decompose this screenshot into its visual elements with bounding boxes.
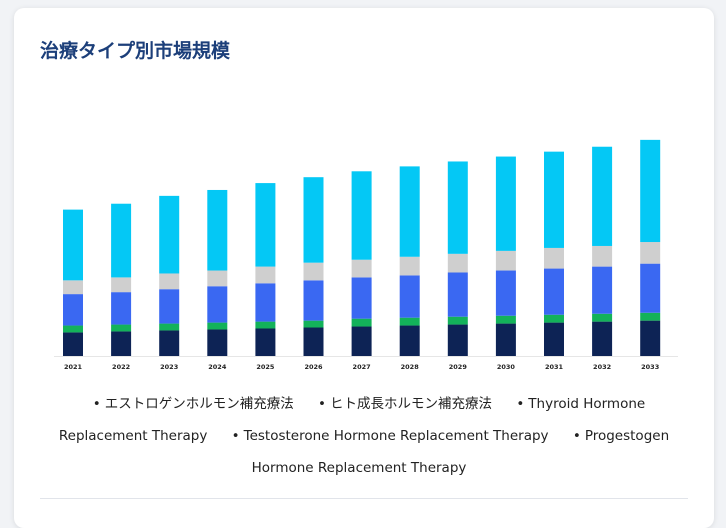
bar-segment-2030-s0[interactable]	[495, 323, 516, 356]
legend-item-progestogen[interactable]: • Progestogen Hormone Replacement Therapy	[252, 428, 670, 476]
x-tick-label: 2024	[208, 363, 227, 371]
bullet-icon: •	[92, 396, 101, 412]
bar-segment-2024-s3[interactable]	[207, 270, 228, 287]
bar-segment-2025-s3[interactable]	[255, 266, 276, 284]
x-tick-label: 2026	[304, 363, 323, 371]
bar-segment-2021-s4[interactable]	[63, 209, 83, 281]
bar-segment-2022-s3[interactable]	[111, 277, 132, 293]
bar-segment-2033-s1[interactable]	[640, 312, 661, 321]
bar-segment-2031-s0[interactable]	[544, 322, 564, 356]
bar-segment-2029-s4[interactable]	[447, 161, 468, 254]
bar-segment-2026-s1[interactable]	[303, 320, 324, 328]
chart-title: 治療タイプ別市場規模	[40, 40, 231, 62]
bar-segment-2022-s2[interactable]	[111, 292, 132, 325]
bar-segment-2032-s2[interactable]	[592, 266, 613, 314]
legend-label: Progestogen Hormone Replacement Therapy	[251, 428, 670, 476]
bar-segment-2026-s3[interactable]	[303, 262, 324, 281]
bar-segment-2033-s3[interactable]	[640, 242, 661, 264]
bar-segment-2031-s3[interactable]	[544, 247, 564, 269]
legend-label: ヒト成長ホルモン補充療法	[330, 396, 493, 412]
card-divider	[40, 498, 688, 499]
bar-segment-2030-s4[interactable]	[495, 156, 516, 251]
bar-segment-2023-s3[interactable]	[159, 273, 180, 290]
bar-segment-2030-s3[interactable]	[495, 250, 516, 271]
x-tick-label: 2031	[545, 363, 564, 371]
bar-segment-2027-s2[interactable]	[351, 277, 372, 319]
legend-item-thyroid[interactable]: • Thyroid Hormone Replacement Therapy	[59, 396, 645, 444]
bar-segment-2026-s2[interactable]	[303, 280, 324, 321]
x-tick-label: 2022	[112, 363, 130, 371]
bar-segment-2027-s0[interactable]	[351, 326, 372, 356]
bar-segment-2028-s4[interactable]	[399, 166, 420, 257]
bar-segment-2028-s3[interactable]	[399, 256, 420, 276]
bar-segment-2029-s2[interactable]	[447, 272, 468, 317]
bar-segment-2027-s1[interactable]	[351, 318, 372, 327]
bar-segment-2027-s4[interactable]	[351, 171, 372, 260]
bar-segment-2032-s1[interactable]	[592, 313, 613, 322]
legend-label: Testosterone Hormone Replacement Therapy	[243, 428, 549, 444]
bar-segment-2021-s0[interactable]	[63, 332, 83, 356]
bar-segment-2025-s4[interactable]	[255, 183, 276, 267]
bar-segment-2030-s1[interactable]	[495, 315, 516, 324]
legend-item-estrogen[interactable]: • エストロゲンホルモン補充療法	[93, 396, 294, 412]
legend-label: Thyroid Hormone Replacement Therapy	[58, 396, 646, 444]
x-tick-label: 2030	[497, 363, 516, 371]
bar-segment-2028-s0[interactable]	[399, 325, 420, 356]
bar-segment-2023-s4[interactable]	[159, 195, 180, 274]
x-tick-label: 2021	[64, 363, 83, 371]
x-tick-label: 2023	[160, 363, 178, 371]
chart-legend: • エストロゲンホルモン補充療法 • ヒト成長ホルモン補充療法 • Thyroid H…	[54, 388, 674, 484]
bar-segment-2031-s4[interactable]	[544, 151, 564, 248]
bar-segment-2025-s1[interactable]	[255, 321, 276, 329]
bar-segment-2029-s1[interactable]	[447, 316, 468, 325]
bar-segment-2024-s0[interactable]	[207, 329, 228, 356]
bar-segment-2031-s2[interactable]	[544, 268, 564, 315]
x-tick-label: 2032	[593, 363, 611, 371]
bar-segment-2025-s0[interactable]	[255, 328, 276, 356]
bar-segment-2026-s0[interactable]	[303, 327, 324, 356]
bar-segment-2030-s2[interactable]	[495, 270, 516, 316]
x-tick-label: 2027	[353, 363, 371, 371]
bar-segment-2022-s1[interactable]	[111, 324, 132, 332]
bar-segment-2023-s1[interactable]	[159, 323, 180, 331]
bar-segment-2024-s4[interactable]	[207, 189, 228, 271]
bar-segment-2021-s3[interactable]	[63, 280, 83, 295]
chart-card: 治療タイプ別市場規模 2021 2022 2023 2024 2025 2026 2027 2…	[14, 8, 714, 528]
bar-segment-2031-s1[interactable]	[544, 314, 564, 323]
x-tick-label: 2033	[641, 363, 659, 371]
bar-segment-2028-s2[interactable]	[399, 275, 420, 318]
bar-segment-2023-s2[interactable]	[159, 289, 180, 324]
bar-segment-2021-s2[interactable]	[63, 294, 83, 326]
bar-segment-2032-s3[interactable]	[592, 245, 613, 267]
bullet-icon: •	[572, 428, 581, 444]
bullet-icon: •	[516, 396, 525, 412]
x-tick-label: 2028	[401, 363, 420, 371]
bar-segment-2025-s2[interactable]	[255, 283, 276, 322]
legend-item-growth-hormone[interactable]: • ヒト成長ホルモン補充療法	[318, 396, 492, 412]
bar-segment-2029-s0[interactable]	[447, 324, 468, 356]
bar-segment-2022-s0[interactable]	[111, 331, 132, 356]
x-tick-label: 2029	[449, 363, 468, 371]
bullet-icon: •	[318, 396, 327, 412]
bar-segment-2033-s4[interactable]	[640, 139, 661, 243]
legend-label: エストロゲンホルモン補充療法	[104, 396, 294, 412]
bar-segment-2024-s2[interactable]	[207, 286, 228, 323]
x-tick-label: 2025	[256, 363, 275, 371]
bar-segment-2033-s0[interactable]	[640, 320, 661, 356]
bar-segment-2024-s1[interactable]	[207, 322, 228, 330]
stacked-bar-chart: 2021 2022 2023 2024 2025 2026 2027 2028 2029 2030…	[54, 139, 678, 371]
bar-segment-2026-s4[interactable]	[303, 177, 324, 263]
bar-segment-2022-s4[interactable]	[111, 203, 132, 278]
bullet-icon: •	[231, 428, 240, 444]
legend-item-testosterone[interactable]: • Testosterone Hormone Replacement Therap…	[232, 428, 549, 444]
bar-segment-2032-s4[interactable]	[592, 146, 613, 246]
bar-segment-2028-s1[interactable]	[399, 317, 420, 326]
bar-segment-2023-s0[interactable]	[159, 330, 180, 356]
bar-segment-2027-s3[interactable]	[351, 259, 372, 278]
bar-segment-2033-s2[interactable]	[640, 263, 661, 313]
bar-segment-2032-s0[interactable]	[592, 321, 613, 356]
bar-segment-2021-s1[interactable]	[63, 325, 83, 333]
bar-segment-2029-s3[interactable]	[447, 253, 468, 273]
